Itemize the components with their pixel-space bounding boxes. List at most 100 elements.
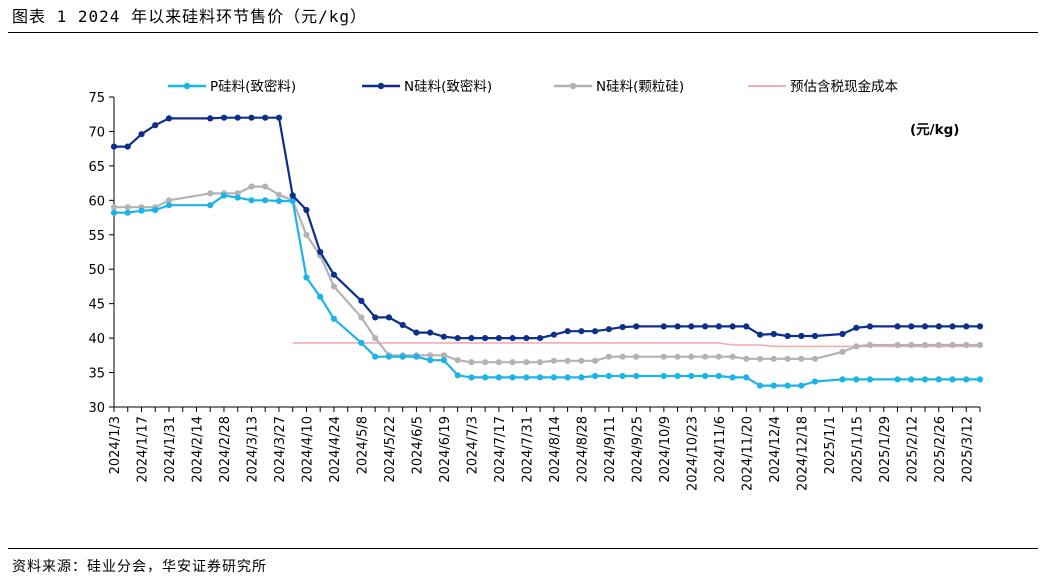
data-point — [523, 335, 530, 342]
data-point — [537, 359, 544, 366]
data-point — [660, 372, 667, 380]
y-tick-label: 75 — [88, 91, 105, 106]
data-point — [674, 372, 681, 380]
data-point — [564, 357, 571, 364]
data-point — [564, 374, 571, 381]
data-point — [358, 297, 365, 304]
y-tick-label: 55 — [88, 229, 105, 244]
data-point — [262, 197, 269, 204]
data-point — [523, 374, 530, 381]
y-axis: 30 35 40 45 50 55 60 65 70 75 — [88, 91, 115, 416]
data-point — [509, 359, 516, 366]
data-point — [866, 323, 874, 330]
x-tick-label: 2024/5/22 — [383, 416, 398, 483]
data-point — [550, 331, 558, 338]
data-point — [550, 357, 558, 364]
data-point — [303, 274, 310, 281]
legend-label-cash-cost: 预估含税现金成本 — [790, 79, 898, 95]
data-point — [633, 353, 640, 360]
data-point — [372, 353, 379, 360]
data-point — [124, 143, 131, 150]
legend: P硅料(致密料) N硅料(致密料) N硅料(颗粒硅) 预估含税现金成本 — [168, 78, 898, 95]
data-point — [110, 209, 118, 216]
x-tick-label: 2025/3/12 — [960, 416, 975, 483]
legend-label-n-dense: N硅料(致密料) — [404, 78, 492, 95]
data-point — [330, 271, 337, 278]
data-point — [482, 359, 489, 366]
data-point — [757, 331, 764, 338]
data-point — [702, 372, 709, 380]
data-point — [619, 353, 626, 360]
data-point — [509, 374, 516, 381]
x-tick-label: 2024/1/3 — [108, 416, 123, 474]
data-point — [619, 324, 626, 331]
data-point — [894, 341, 901, 349]
data-point — [770, 382, 777, 389]
x-tick-label: 2024/1/31 — [163, 416, 178, 483]
unit-label: (元/kg) — [910, 122, 959, 138]
data-point — [729, 323, 736, 330]
data-point — [330, 283, 337, 290]
data-point — [468, 335, 475, 342]
x-tick-label: 2024/6/5 — [410, 416, 425, 474]
data-point — [660, 353, 667, 360]
data-point — [949, 323, 956, 330]
x-tick-label: 2024/4/24 — [328, 416, 343, 483]
y-tick-label: 45 — [88, 298, 105, 313]
data-point — [866, 341, 874, 349]
data-point — [427, 352, 434, 359]
data-point — [688, 372, 695, 380]
data-point — [152, 122, 159, 129]
data-point — [811, 332, 819, 340]
data-point — [798, 332, 805, 340]
data-point — [537, 374, 544, 381]
x-tick-label: 2025/1/29 — [878, 416, 893, 483]
data-point — [578, 374, 585, 381]
data-point — [372, 314, 379, 321]
data-point — [976, 376, 984, 383]
data-point — [495, 374, 502, 381]
data-point — [138, 131, 145, 138]
data-point — [757, 382, 764, 389]
data-point — [949, 376, 956, 383]
data-point — [454, 335, 461, 342]
data-point — [399, 353, 406, 360]
x-axis: 2024/1/3 2024/1/17 2024/1/31 2024/2/14 2024/… — [108, 406, 981, 491]
legend-label-n-granular: N硅料(颗粒硅) — [596, 79, 684, 95]
data-point — [358, 339, 365, 346]
data-point — [165, 202, 173, 209]
data-point — [729, 353, 736, 360]
data-point — [798, 355, 805, 362]
data-point — [935, 376, 942, 383]
data-point — [372, 335, 379, 342]
series-layer — [110, 114, 984, 389]
data-point — [303, 231, 310, 238]
data-point — [207, 190, 214, 197]
legend-label-p-dense: P硅料(致密料) — [210, 78, 296, 95]
data-point — [330, 315, 337, 322]
data-point — [770, 355, 777, 362]
data-point — [839, 330, 846, 338]
data-point — [605, 372, 613, 380]
data-point — [413, 353, 420, 360]
data-point — [578, 357, 585, 364]
data-point — [440, 333, 447, 340]
data-point — [770, 330, 777, 338]
data-point — [234, 114, 241, 121]
x-tick-label: 2024/12/4 — [768, 416, 783, 483]
x-tick-label: 2024/7/31 — [520, 416, 535, 483]
data-point — [110, 204, 118, 211]
data-point — [963, 376, 970, 383]
data-point — [289, 192, 296, 199]
x-tick-label: 2024/3/13 — [245, 416, 260, 483]
data-point — [798, 382, 805, 389]
data-point — [110, 143, 118, 150]
x-tick-label: 2025/1/15 — [850, 416, 865, 483]
series-line-1 — [114, 116, 980, 340]
data-point — [495, 335, 502, 342]
data-point — [688, 323, 695, 330]
x-tick-label: 2025/2/12 — [905, 416, 920, 483]
y-tick-label: 35 — [88, 367, 105, 382]
data-point — [935, 341, 942, 349]
data-point — [413, 329, 420, 336]
